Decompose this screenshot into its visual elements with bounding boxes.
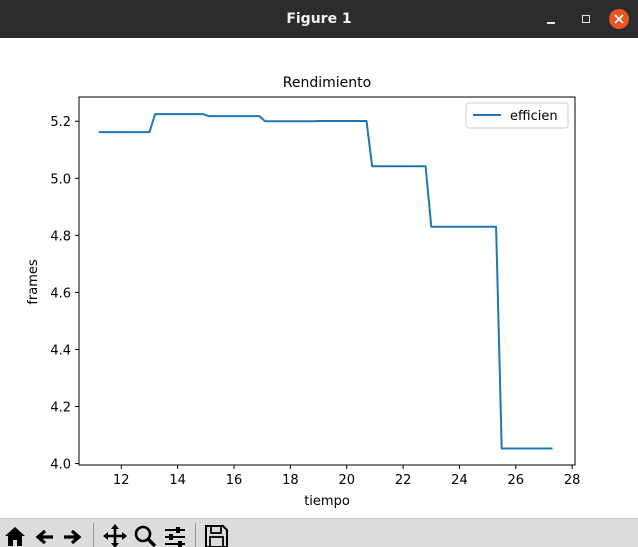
legend-box (465, 102, 569, 129)
y-tick-label: 4.8 (50, 229, 71, 244)
x-tick-label: 22 (395, 473, 412, 488)
y-tick-label: 5.0 (50, 172, 71, 187)
y-tick-label: 4.4 (50, 343, 71, 358)
zoom-icon (134, 525, 157, 547)
pan-button[interactable] (102, 522, 128, 547)
plot-frame (78, 96, 576, 466)
pan-icon (103, 524, 127, 547)
home-button[interactable] (2, 522, 28, 547)
minimize-button[interactable] (542, 10, 560, 28)
x-tick-label: 20 (338, 473, 355, 488)
figure-canvas[interactable]: Rendimiento 12 14 16 18 20 22 24 26 28 4.0 4.2 4.4 4… (0, 38, 638, 518)
toolbar-separator (195, 523, 196, 547)
forward-arrow-icon (64, 529, 82, 545)
back-button[interactable] (31, 522, 57, 547)
zoom-button[interactable] (132, 522, 158, 547)
x-tick-label: 28 (564, 473, 581, 488)
configure-subplots-icon (165, 527, 185, 547)
window-title: Figure 1 (286, 11, 352, 27)
x-tick-label: 14 (169, 473, 186, 488)
x-axis-label: tiempo (304, 494, 350, 509)
maximize-button[interactable] (577, 10, 595, 28)
save-button[interactable] (203, 522, 229, 547)
series-line-efficien (98, 113, 553, 450)
maximize-icon (582, 15, 590, 23)
x-tick-label: 12 (113, 473, 130, 488)
series-group (98, 113, 553, 450)
save-icon (205, 525, 228, 547)
x-tick-label: 16 (226, 473, 243, 488)
close-icon (614, 14, 624, 24)
legend: efficien (465, 102, 569, 129)
axis-ticks: 12 14 16 18 20 22 24 26 28 4.0 4.2 4.4 4.6 4.8 5.0 5.2 (50, 115, 580, 488)
y-axis-label: frames (26, 259, 41, 305)
x-tick-label: 24 (451, 473, 468, 488)
window-titlebar: Figure 1 (0, 0, 638, 38)
x-tick-label: 18 (282, 473, 299, 488)
legend-entry-label: efficien (510, 109, 558, 124)
y-tick-label: 4.6 (50, 286, 71, 301)
y-tick-label: 4.2 (50, 401, 71, 416)
home-icon (5, 527, 25, 546)
toolbar-separator (93, 523, 94, 547)
forward-button[interactable] (60, 522, 86, 547)
line-chart: Rendimiento 12 14 16 18 20 22 24 26 28 4.0 4.2 4.4 4… (26, 75, 580, 509)
x-tick-label: 26 (508, 473, 525, 488)
minimize-icon (547, 22, 555, 24)
navigation-toolbar (0, 518, 638, 547)
chart-title: Rendimiento (283, 75, 371, 91)
close-button[interactable] (609, 9, 629, 29)
y-tick-label: 4.0 (50, 458, 71, 473)
configure-subplots-button[interactable] (162, 522, 188, 547)
y-tick-label: 5.2 (50, 115, 71, 130)
back-arrow-icon (35, 529, 53, 545)
